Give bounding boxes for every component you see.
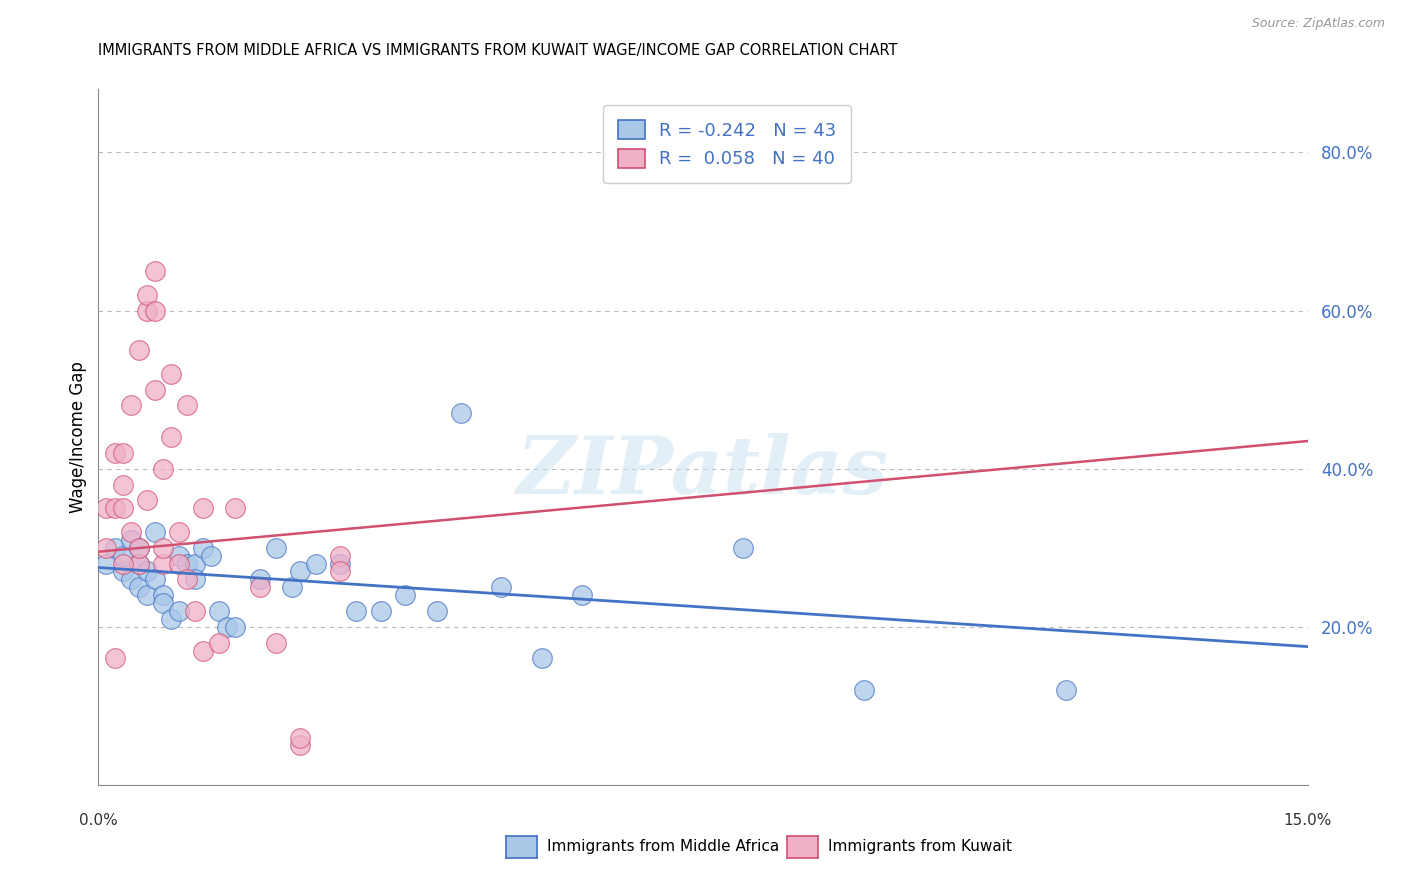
Point [111,446,134,460]
Point [249,580,271,594]
Point [111,549,134,563]
Point [152,461,174,475]
Point [120,533,142,547]
Text: Immigrants from Kuwait: Immigrants from Kuwait [828,839,1012,855]
Point [217,620,239,634]
Point [128,343,150,357]
Point [111,557,134,571]
Point [208,635,231,649]
Point [329,557,352,571]
Point [96,501,118,516]
Point [152,541,174,555]
Y-axis label: Wage/Income Gap: Wage/Income Gap [69,361,87,513]
Point [426,604,449,618]
Point [135,287,157,301]
Point [152,596,174,610]
Point [160,367,183,381]
Point [160,612,183,626]
Point [530,651,553,665]
Point [224,620,246,634]
Point [103,651,125,665]
Point [305,557,328,571]
Point [370,604,392,618]
Point [288,739,311,753]
Point [152,588,174,602]
Point [135,565,157,579]
Point [264,635,287,649]
Point [224,501,246,516]
Point [167,557,190,571]
Point [288,565,311,579]
Point [160,430,183,444]
Point [193,541,215,555]
Point [394,588,416,602]
Point [128,541,150,555]
Point [103,541,125,555]
Point [208,604,231,618]
Point [176,573,198,587]
Point [128,541,150,555]
Point [96,541,118,555]
Point [143,383,166,397]
Text: Source: ZipAtlas.com: Source: ZipAtlas.com [1251,17,1385,29]
Point [184,604,207,618]
Point [96,557,118,571]
Point [152,557,174,571]
Point [167,604,190,618]
Point [491,580,513,594]
Legend: R = -0.242   N = 43, R =  0.058   N = 40: R = -0.242 N = 43, R = 0.058 N = 40 [603,105,851,183]
Text: IMMIGRANTS FROM MIDDLE AFRICA VS IMMIGRANTS FROM KUWAIT WAGE/INCOME GAP CORRELAT: IMMIGRANTS FROM MIDDLE AFRICA VS IMMIGRA… [98,43,898,58]
Point [329,549,352,563]
Text: ZIPatlas: ZIPatlas [517,434,889,510]
Point [128,557,150,571]
Point [733,541,755,555]
Point [344,604,367,618]
Point [264,541,287,555]
Point [167,524,190,539]
Point [143,264,166,278]
Point [103,446,125,460]
Point [111,477,134,491]
Point [281,580,304,594]
Point [450,406,472,420]
Point [120,573,142,587]
Point [128,580,150,594]
Point [184,573,207,587]
Point [143,303,166,318]
Point [120,524,142,539]
Point [143,524,166,539]
Point [135,588,157,602]
Point [111,501,134,516]
Point [103,501,125,516]
Point [193,501,215,516]
Point [200,549,222,563]
Point [120,399,142,413]
Point [176,399,198,413]
Text: Immigrants from Middle Africa: Immigrants from Middle Africa [547,839,779,855]
Text: 0.0%: 0.0% [79,814,118,828]
Point [288,731,311,745]
Point [128,557,150,571]
Point [143,573,166,587]
Point [176,557,198,571]
Point [853,683,876,698]
Point [111,565,134,579]
Point [135,303,157,318]
Text: 15.0%: 15.0% [1284,814,1331,828]
Point [193,643,215,657]
Point [135,493,157,508]
Point [184,557,207,571]
Point [571,588,593,602]
Point [1054,683,1077,698]
Point [249,573,271,587]
Point [329,565,352,579]
Point [167,549,190,563]
